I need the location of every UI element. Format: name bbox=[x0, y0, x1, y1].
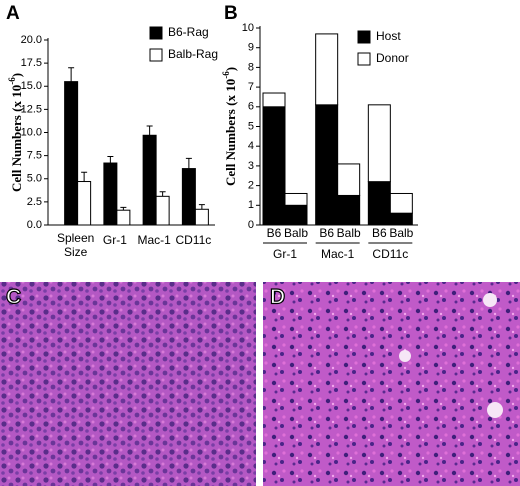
error-bar bbox=[68, 67, 75, 82]
x-tick-label: B6 bbox=[319, 226, 334, 240]
group-label: CD11c bbox=[372, 247, 408, 261]
y-tick-label: 17.5 bbox=[21, 57, 42, 69]
error-bar bbox=[107, 156, 114, 164]
y-tick-label: 7 bbox=[248, 81, 254, 93]
bar-segment bbox=[367, 181, 391, 226]
y-axis-label: Cell Numbers (x 10-6) bbox=[7, 73, 24, 192]
bar-segment bbox=[284, 192, 308, 206]
bar bbox=[103, 162, 118, 226]
error-bar bbox=[81, 171, 88, 182]
y-tick-label: 12.5 bbox=[21, 103, 42, 115]
x-tick-label: Balb bbox=[337, 226, 361, 240]
bar-segment bbox=[389, 192, 413, 214]
error-bar bbox=[198, 204, 205, 210]
bar-segment bbox=[367, 104, 391, 183]
x-tick-label: B6 bbox=[372, 226, 387, 240]
y-axis-label-end: ) bbox=[9, 73, 24, 77]
x-tick-label: B6 bbox=[267, 226, 282, 240]
y-tick-label: 4 bbox=[248, 140, 254, 152]
group-label: Gr-1 bbox=[273, 247, 297, 261]
legend-label: Donor bbox=[376, 51, 409, 65]
bar-segment bbox=[337, 194, 361, 226]
y-axis-label-text: Cell Numbers (x 10 bbox=[9, 85, 24, 192]
y-tick-label: 3 bbox=[248, 160, 254, 172]
y-tick-label: 0 bbox=[248, 219, 254, 231]
y-tick-label: 9 bbox=[248, 42, 254, 54]
x-tick-label: Gr-1 bbox=[103, 233, 127, 247]
bar bbox=[142, 134, 157, 226]
y-tick-label: 5 bbox=[248, 120, 254, 132]
panel-label: C bbox=[6, 286, 21, 309]
panel-label: A bbox=[6, 3, 20, 24]
legend-swatch bbox=[357, 30, 371, 44]
bar bbox=[194, 208, 209, 226]
error-bar bbox=[146, 125, 153, 136]
y-tick-label: 20.0 bbox=[21, 34, 42, 46]
histology-image bbox=[0, 282, 256, 486]
y-axis-label-text: Cell Numbers (x 10 bbox=[223, 79, 238, 186]
x-tick-label: Balb bbox=[284, 226, 308, 240]
legend-swatch bbox=[149, 26, 163, 40]
bar-segment bbox=[284, 204, 308, 226]
y-tick-label: 5.0 bbox=[27, 173, 42, 185]
y-tick-label: 10.0 bbox=[21, 126, 42, 138]
group-label: Mac-1 bbox=[321, 247, 355, 261]
bar bbox=[116, 209, 131, 226]
vacuole bbox=[487, 402, 503, 418]
y-tick-label: 15.0 bbox=[21, 80, 42, 92]
legend-label: Host bbox=[376, 29, 401, 43]
panel-label: D bbox=[270, 286, 285, 309]
panel-label: B bbox=[224, 3, 238, 24]
y-axis-label-sup: -6 bbox=[7, 77, 17, 85]
vacuole bbox=[483, 293, 497, 307]
x-tick-label: Size bbox=[64, 245, 88, 259]
vacuole bbox=[399, 350, 411, 362]
y-tick-label: 10 bbox=[242, 22, 254, 34]
x-tick-label: Mac-1 bbox=[137, 233, 171, 247]
legend-swatch bbox=[357, 52, 371, 66]
bar-segment bbox=[337, 163, 361, 196]
bar-segment bbox=[389, 212, 413, 226]
bar-segment bbox=[315, 104, 339, 226]
legend-swatch bbox=[149, 48, 163, 62]
bar bbox=[64, 81, 79, 226]
y-tick-label: 6 bbox=[248, 101, 254, 113]
y-axis-label-sup: -6 bbox=[221, 71, 231, 79]
error-bar bbox=[120, 206, 127, 211]
x-tick-label: Spleen bbox=[57, 231, 94, 245]
y-tick-label: 1 bbox=[248, 199, 254, 211]
x-tick-label: CD11c bbox=[175, 233, 211, 247]
bar-segment bbox=[262, 92, 286, 108]
y-axis-label: Cell Numbers (x 10-6) bbox=[221, 67, 238, 186]
bar bbox=[155, 195, 170, 226]
x-tick-label: Balb bbox=[389, 226, 413, 240]
legend-label: Balb-Rag bbox=[168, 47, 218, 61]
bar-segment bbox=[262, 106, 286, 226]
error-bar bbox=[185, 157, 192, 169]
bar bbox=[77, 181, 92, 226]
error-bar bbox=[159, 191, 166, 197]
bar-segment bbox=[315, 33, 339, 106]
y-tick-label: 8 bbox=[248, 61, 254, 73]
legend-label: B6-Rag bbox=[168, 25, 209, 39]
histology-image bbox=[263, 282, 520, 486]
bar bbox=[181, 168, 196, 226]
y-axis-label-end: ) bbox=[223, 67, 238, 71]
y-tick-label: 2.5 bbox=[27, 196, 42, 208]
y-tick-label: 2 bbox=[248, 180, 254, 192]
y-tick-label: 0.0 bbox=[27, 219, 42, 231]
y-tick-label: 7.5 bbox=[27, 150, 42, 162]
